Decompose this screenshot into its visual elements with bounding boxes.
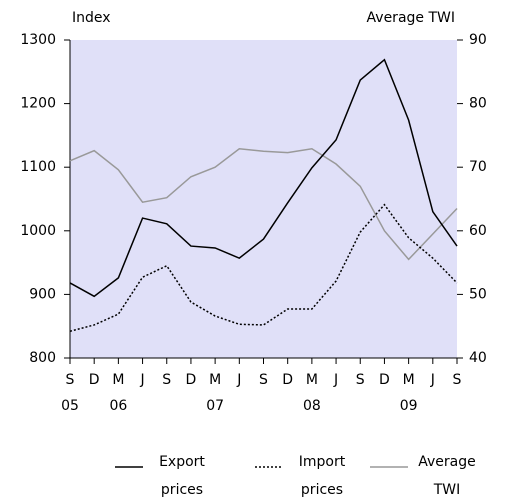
y2-tick-label: 70 <box>469 159 487 175</box>
x-tick-label: S <box>259 372 268 388</box>
x-tick-label: J <box>236 372 241 388</box>
x-tick-label: D <box>282 372 293 388</box>
legend-swatch <box>370 466 408 468</box>
legend-label: Average TWI <box>418 454 476 498</box>
y-tick-label: 1200 <box>20 96 56 112</box>
y2-tick-label: 50 <box>469 286 487 302</box>
legend-label: Import prices <box>298 454 346 498</box>
x-year-label: 08 <box>303 398 321 414</box>
x-year-label: 06 <box>109 398 127 414</box>
legend-label: Export prices <box>159 454 205 498</box>
y2-axis-title: Average TWI <box>367 10 455 26</box>
x-tick-label: D <box>89 372 100 388</box>
plot-background <box>70 40 457 358</box>
legend-swatch <box>115 466 143 468</box>
x-tick-label: J <box>430 372 435 388</box>
x-tick-label: D <box>379 372 390 388</box>
x-tick-label: D <box>186 372 197 388</box>
x-tick-label: J <box>333 372 338 388</box>
x-tick-label: M <box>403 372 415 388</box>
series-line <box>69 147 458 261</box>
x-year-label: 05 <box>61 398 79 414</box>
chart: Index Average TWI 800 900 1000 1100 1200 1300… <box>20 10 487 414</box>
y-tick-label: 800 <box>29 350 56 366</box>
series-line <box>69 203 458 333</box>
x-tick-label: M <box>209 372 221 388</box>
y-tick-label: 1300 <box>20 32 56 48</box>
y2-tick-label: 90 <box>469 32 487 48</box>
y-axis-title: Index <box>72 10 111 26</box>
y2-tick-label: 60 <box>469 223 487 239</box>
x-tick-label: S <box>356 372 365 388</box>
x-year-label: 09 <box>400 398 418 414</box>
x-tick-label: S <box>453 372 462 388</box>
x-tick-label: S <box>66 372 75 388</box>
y-tick-label: 1100 <box>20 159 56 175</box>
legend-swatch <box>255 466 283 468</box>
y2-tick-label: 40 <box>469 350 487 366</box>
x-tick-label: M <box>112 372 124 388</box>
x-tick-label: J <box>139 372 144 388</box>
y-tick-label: 900 <box>29 286 56 302</box>
y2-tick-label: 80 <box>469 96 487 112</box>
x-tick-label: S <box>162 372 171 388</box>
y-tick-label: 1000 <box>20 223 56 239</box>
x-year-label: 07 <box>206 398 224 414</box>
series-line <box>69 58 458 298</box>
x-tick-label: M <box>306 372 318 388</box>
